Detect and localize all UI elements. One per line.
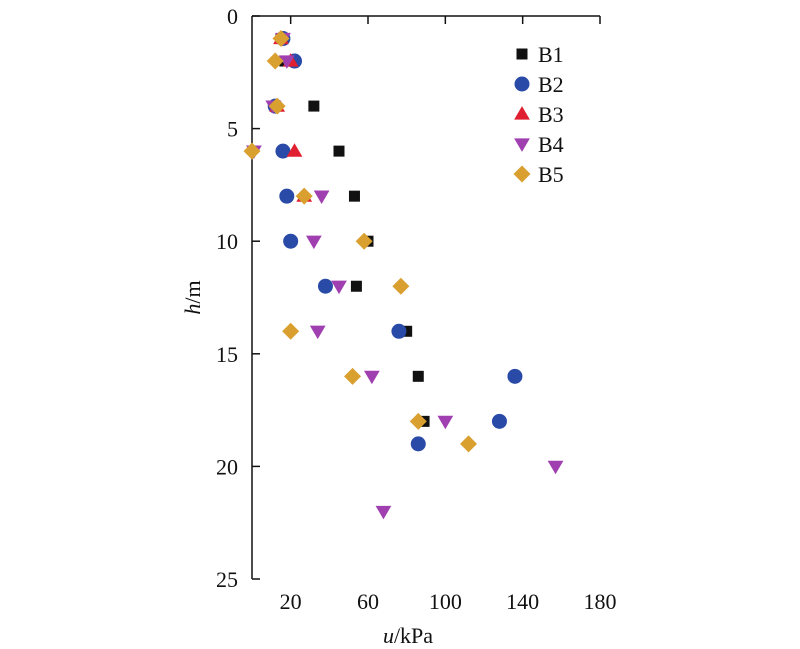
legend-label-b4: B4 bbox=[538, 132, 564, 157]
point-b4 bbox=[278, 55, 295, 69]
legend-item-b5: B5 bbox=[513, 162, 564, 187]
legend: B1 B2 B3 B4 B5 bbox=[513, 42, 564, 187]
point-b1 bbox=[308, 100, 320, 112]
point-b4 bbox=[375, 505, 392, 520]
point-b5 bbox=[272, 30, 290, 48]
legend-marker-b3 bbox=[514, 106, 530, 120]
legend-marker-b1 bbox=[516, 48, 528, 60]
point-b5 bbox=[392, 277, 410, 295]
x-axis-ticks: 20 60 100 140 180 bbox=[280, 16, 617, 614]
y-tick-label: 5 bbox=[227, 117, 238, 142]
point-b2 bbox=[283, 233, 299, 249]
data-points bbox=[243, 30, 564, 520]
y-axis-unit: /m bbox=[180, 280, 205, 303]
point-b5 bbox=[295, 187, 313, 205]
legend-marker-b5 bbox=[513, 165, 531, 183]
legend-label-b1: B1 bbox=[538, 42, 564, 67]
point-b2 bbox=[491, 413, 507, 429]
legend-label-b3: B3 bbox=[538, 102, 564, 127]
legend-item-b2: B2 bbox=[514, 72, 564, 97]
point-b2 bbox=[391, 323, 407, 339]
point-b5 bbox=[460, 435, 478, 453]
point-b4 bbox=[437, 415, 454, 430]
y-tick-label: 20 bbox=[216, 454, 238, 479]
series-b4 bbox=[246, 32, 564, 520]
point-b4 bbox=[309, 325, 326, 340]
point-b5 bbox=[243, 142, 261, 160]
point-b5 bbox=[355, 232, 373, 250]
point-b2 bbox=[507, 368, 523, 384]
point-b4 bbox=[547, 460, 564, 475]
point-b4 bbox=[331, 280, 347, 295]
point-b5 bbox=[266, 52, 284, 70]
point-b1 bbox=[350, 280, 362, 292]
point-b2 bbox=[410, 436, 426, 452]
x-tick-label: 100 bbox=[429, 589, 462, 614]
y-tick-label: 10 bbox=[216, 229, 238, 254]
series-b2 bbox=[267, 31, 523, 452]
point-b4 bbox=[313, 190, 330, 205]
y-tick-label: 25 bbox=[216, 567, 238, 592]
legend-label-b5: B5 bbox=[538, 162, 564, 187]
point-b5 bbox=[409, 412, 427, 430]
point-b5 bbox=[268, 97, 286, 115]
y-axis-ticks: 0 5 10 15 20 25 bbox=[216, 4, 260, 592]
legend-item-b3: B3 bbox=[514, 102, 564, 127]
point-b1 bbox=[401, 325, 413, 337]
x-tick-label: 60 bbox=[357, 589, 379, 614]
series-b1 bbox=[275, 33, 430, 427]
x-tick-label: 20 bbox=[280, 589, 302, 614]
point-b2 bbox=[279, 188, 295, 204]
legend-marker-b4 bbox=[514, 138, 530, 152]
y-axis-title: h/m bbox=[180, 280, 205, 314]
y-tick-label: 15 bbox=[216, 342, 238, 367]
legend-marker-b2 bbox=[514, 76, 530, 92]
point-b4 bbox=[305, 235, 322, 250]
x-axis-title: u/kPa bbox=[383, 623, 433, 648]
point-b1 bbox=[333, 145, 345, 157]
point-b4 bbox=[363, 370, 380, 385]
y-tick-label: 0 bbox=[227, 4, 238, 29]
legend-item-b1: B1 bbox=[516, 42, 564, 67]
point-b2 bbox=[275, 143, 291, 159]
point-b5 bbox=[344, 367, 362, 385]
x-axis-variable: u bbox=[383, 623, 394, 648]
x-axis-unit: /kPa bbox=[394, 623, 433, 648]
point-b1 bbox=[412, 370, 424, 382]
point-b1 bbox=[348, 190, 360, 202]
legend-label-b2: B2 bbox=[538, 72, 564, 97]
point-b3 bbox=[286, 143, 303, 157]
x-tick-label: 140 bbox=[506, 589, 539, 614]
axes: 20 60 100 140 180 0 5 10 15 20 25 bbox=[216, 4, 617, 614]
point-b5 bbox=[282, 322, 300, 340]
legend-item-b4: B4 bbox=[514, 132, 564, 157]
x-tick-label: 180 bbox=[584, 589, 617, 614]
series-b5 bbox=[243, 30, 478, 453]
y-axis-variable: h bbox=[180, 304, 205, 315]
point-b2 bbox=[317, 278, 333, 294]
